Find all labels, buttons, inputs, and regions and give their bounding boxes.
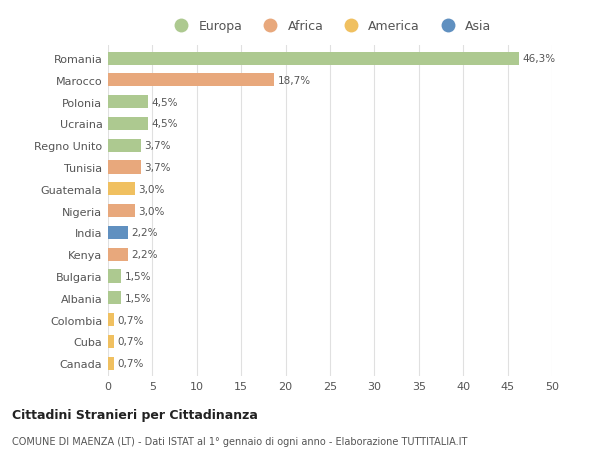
- Text: 3,7%: 3,7%: [145, 162, 171, 173]
- Bar: [108, 52, 519, 66]
- Bar: [108, 183, 134, 196]
- Bar: [108, 226, 128, 240]
- Bar: [108, 270, 121, 283]
- Text: 4,5%: 4,5%: [152, 97, 178, 107]
- Bar: [108, 118, 148, 131]
- Text: 3,0%: 3,0%: [138, 185, 164, 195]
- Text: 3,7%: 3,7%: [145, 141, 171, 151]
- Bar: [108, 248, 128, 261]
- Text: 1,5%: 1,5%: [125, 293, 151, 303]
- Text: 2,2%: 2,2%: [131, 228, 158, 238]
- Bar: [108, 335, 114, 348]
- Text: 0,7%: 0,7%: [118, 315, 144, 325]
- Bar: [108, 357, 114, 370]
- Bar: [108, 96, 148, 109]
- Text: 2,2%: 2,2%: [131, 250, 158, 260]
- Text: 0,7%: 0,7%: [118, 336, 144, 347]
- Bar: [108, 205, 134, 218]
- Text: 46,3%: 46,3%: [523, 54, 556, 64]
- Text: 18,7%: 18,7%: [278, 76, 311, 86]
- Bar: [108, 74, 274, 87]
- Text: 1,5%: 1,5%: [125, 271, 151, 281]
- Bar: [108, 313, 114, 326]
- Text: 3,0%: 3,0%: [138, 206, 164, 216]
- Legend: Europa, Africa, America, Asia: Europa, Africa, America, Asia: [169, 20, 491, 33]
- Bar: [108, 161, 141, 174]
- Text: 0,7%: 0,7%: [118, 358, 144, 368]
- Bar: [108, 140, 141, 152]
- Text: 4,5%: 4,5%: [152, 119, 178, 129]
- Text: COMUNE DI MAENZA (LT) - Dati ISTAT al 1° gennaio di ogni anno - Elaborazione TUT: COMUNE DI MAENZA (LT) - Dati ISTAT al 1°…: [12, 436, 467, 446]
- Bar: [108, 291, 121, 305]
- Text: Cittadini Stranieri per Cittadinanza: Cittadini Stranieri per Cittadinanza: [12, 409, 258, 421]
